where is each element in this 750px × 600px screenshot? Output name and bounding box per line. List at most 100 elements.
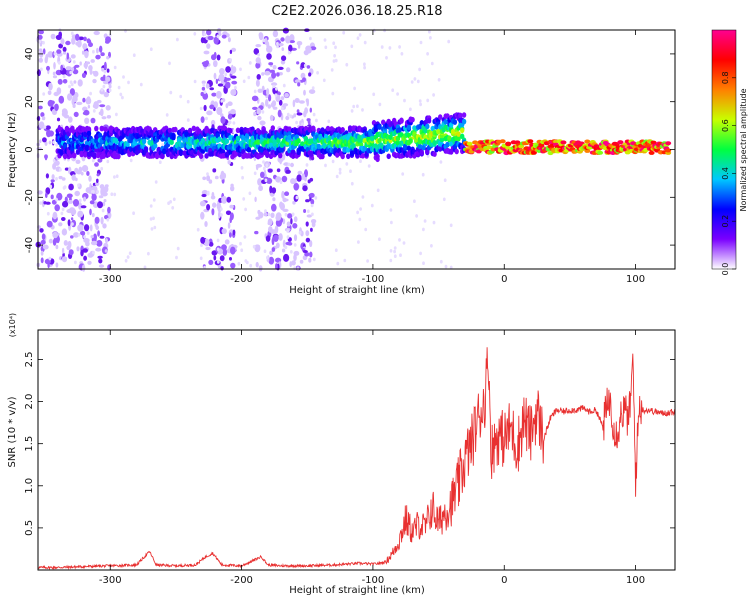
figure-title: C2E2.2026.036.18.25.R18 xyxy=(271,4,442,19)
heatmap-cell xyxy=(410,116,415,123)
y-tick-label: -20 xyxy=(24,189,35,205)
heatmap-cell xyxy=(132,211,136,215)
heatmap-cell xyxy=(213,60,218,68)
heatmap-cell xyxy=(295,120,298,125)
heatmap-cell xyxy=(309,251,313,258)
heatmap-cell xyxy=(356,104,359,108)
heatmap-cell xyxy=(279,147,285,153)
heatmap-cell xyxy=(221,244,227,251)
heatmap-cell xyxy=(128,251,132,255)
heatmap-cell xyxy=(38,105,43,110)
heatmap-cell xyxy=(221,196,228,204)
heatmap-cell xyxy=(89,200,95,205)
heatmap-cell xyxy=(229,58,233,62)
heatmap-cell xyxy=(248,191,252,196)
heatmap-cell xyxy=(168,61,171,66)
heatmap-cell xyxy=(234,85,237,90)
heatmap-cell xyxy=(97,230,100,237)
heatmap-cell xyxy=(423,134,428,140)
heatmap-cell xyxy=(92,78,97,84)
heatmap-cell xyxy=(106,56,110,60)
heatmap-cell xyxy=(67,219,71,227)
heatmap-cell xyxy=(264,70,271,76)
heatmap-cell xyxy=(106,68,110,73)
heatmap-cell xyxy=(213,255,217,261)
heatmap-cell xyxy=(61,228,68,236)
heatmap-cell xyxy=(263,249,267,253)
heatmap-cell xyxy=(72,69,79,75)
heatmap-cell xyxy=(218,210,221,219)
heatmap-cell xyxy=(283,253,290,262)
x-tick-label: -200 xyxy=(230,575,253,586)
heatmap-cell xyxy=(92,104,98,109)
heatmap-cell xyxy=(206,172,209,176)
heatmap-cell xyxy=(375,153,380,160)
heatmap-cell xyxy=(293,113,297,118)
heatmap-cell xyxy=(263,176,269,180)
heatmap-cell xyxy=(106,218,110,222)
heatmap-cell xyxy=(293,243,297,247)
heatmap-cell xyxy=(216,107,223,115)
heatmap-cell xyxy=(209,87,214,91)
heatmap-cell xyxy=(215,78,219,85)
spectrogram-y-label: Frequency (Hz) xyxy=(7,112,18,188)
heatmap-cell xyxy=(305,221,309,227)
heatmap-cell xyxy=(169,139,174,145)
heatmap-cell xyxy=(175,255,178,260)
heatmap-cell xyxy=(225,103,229,109)
heatmap-cell xyxy=(240,166,244,170)
heatmap-cell xyxy=(264,209,267,213)
heatmap-cell xyxy=(46,129,52,138)
heatmap-cell xyxy=(305,199,310,203)
heatmap-cell xyxy=(42,244,49,250)
heatmap-cell xyxy=(161,143,165,147)
heatmap-cell xyxy=(62,74,66,79)
heatmap-cell xyxy=(167,127,173,134)
heatmap-cell xyxy=(454,148,459,155)
heatmap-cell xyxy=(70,235,74,239)
heatmap-cell xyxy=(82,248,88,253)
heatmap-cell xyxy=(221,228,227,235)
heatmap-cell xyxy=(336,261,340,266)
heatmap-cell xyxy=(97,132,103,139)
heatmap-cell xyxy=(359,207,362,211)
heatmap-cell xyxy=(203,238,210,247)
heatmap-cell xyxy=(40,257,44,264)
heatmap-cell xyxy=(253,89,257,94)
heatmap-cell xyxy=(241,134,246,141)
heatmap-cell xyxy=(377,124,382,130)
heatmap-cell xyxy=(310,203,314,208)
heatmap-cell xyxy=(443,119,448,125)
heatmap-cell xyxy=(584,139,591,144)
heatmap-cell xyxy=(445,141,450,148)
heatmap-cell xyxy=(89,208,92,216)
heatmap-cell xyxy=(60,38,65,45)
heatmap-cell xyxy=(419,102,422,107)
heatmap-cell xyxy=(45,125,51,130)
heatmap-cell xyxy=(260,171,265,178)
heatmap-cell xyxy=(266,53,272,60)
heatmap-cell xyxy=(417,143,423,150)
heatmap-cell xyxy=(350,181,354,186)
heatmap-cell xyxy=(297,82,301,87)
heatmap-cell xyxy=(205,60,210,66)
heatmap-cell xyxy=(302,185,308,192)
heatmap-cell xyxy=(95,54,101,60)
heatmap-cell xyxy=(426,118,432,124)
heatmap-cell xyxy=(40,112,45,118)
heatmap-cell xyxy=(200,243,203,247)
heatmap-cell xyxy=(71,174,76,181)
heatmap-cell xyxy=(309,151,314,157)
heatmap-cell xyxy=(154,180,158,184)
heatmap-cell xyxy=(334,45,337,50)
heatmap-cell xyxy=(267,218,273,226)
heatmap-cell xyxy=(333,54,336,58)
heatmap-cell xyxy=(380,45,384,49)
heatmap-cell xyxy=(278,233,283,241)
heatmap-cell xyxy=(141,138,147,145)
heatmap-cell xyxy=(229,216,232,224)
heatmap-cell xyxy=(82,111,88,116)
heatmap-cell xyxy=(211,92,217,97)
heatmap-cell xyxy=(227,113,233,120)
heatmap-cell xyxy=(241,175,245,180)
